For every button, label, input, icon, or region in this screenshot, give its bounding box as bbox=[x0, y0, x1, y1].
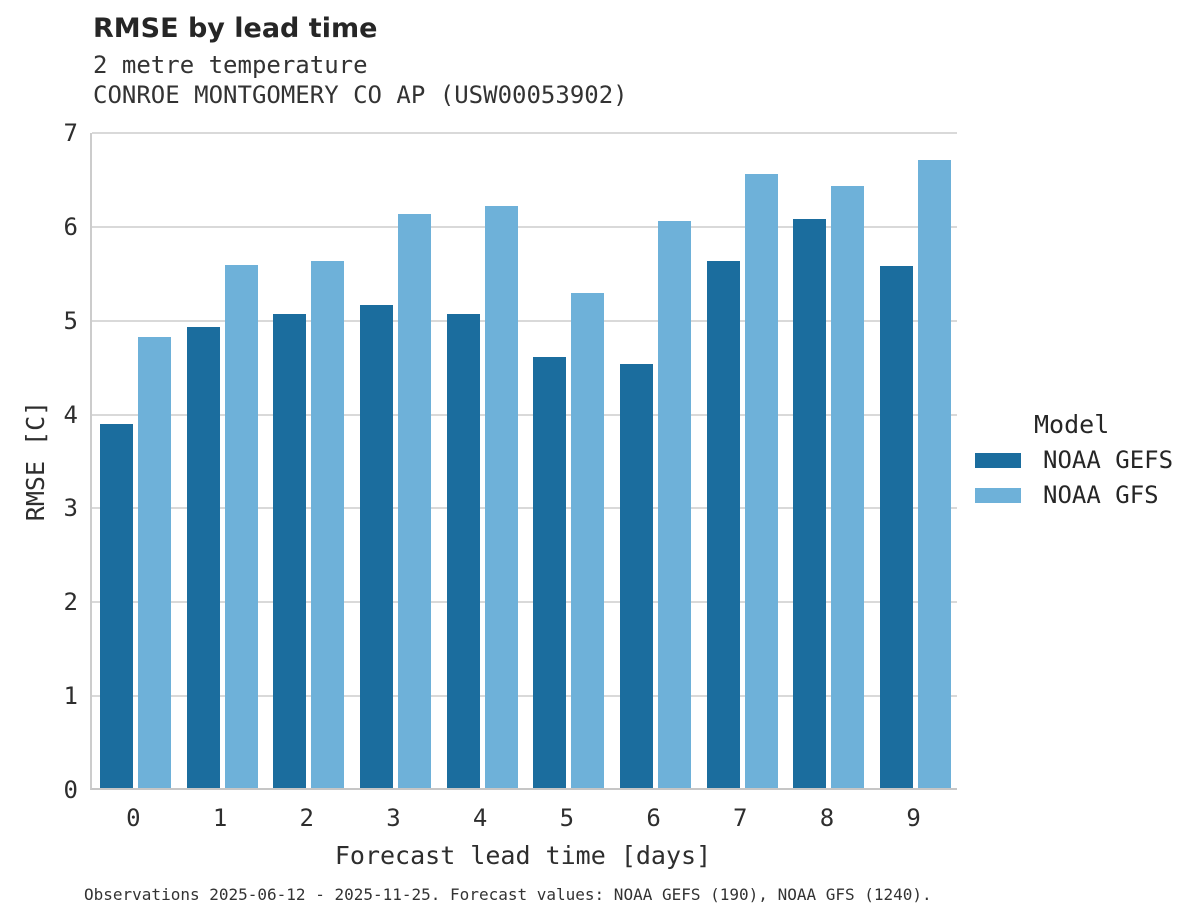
legend-item-noaa-gfs: NOAA GFS bbox=[975, 480, 1159, 510]
gridline-y-5 bbox=[92, 319, 957, 322]
bar-noaa-gefs-lead-4 bbox=[446, 314, 480, 788]
bar-noaa-gfs-lead-1 bbox=[224, 265, 258, 788]
y-tick-label-2: 2 bbox=[63, 588, 78, 617]
chart-title: RMSE by lead time bbox=[93, 13, 378, 44]
bar-noaa-gefs-lead-9 bbox=[880, 266, 914, 788]
bar-noaa-gefs-lead-8 bbox=[793, 219, 827, 788]
gridline-y-2 bbox=[92, 601, 957, 604]
chart-subtitle: 2 metre temperature bbox=[93, 51, 368, 79]
bar-noaa-gefs-lead-3 bbox=[359, 304, 393, 788]
legend-label-noaa-gfs: NOAA GFS bbox=[1043, 481, 1159, 509]
bar-noaa-gefs-lead-5 bbox=[533, 357, 567, 788]
bar-noaa-gfs-lead-8 bbox=[831, 186, 865, 788]
bar-noaa-gfs-lead-6 bbox=[658, 221, 692, 788]
y-tick-label-0: 0 bbox=[63, 776, 78, 804]
x-tick-label-3: 3 bbox=[386, 804, 401, 832]
y-tick-label-5: 5 bbox=[63, 306, 78, 335]
x-tick-label-6: 6 bbox=[646, 804, 661, 832]
y-tick-label-3: 3 bbox=[63, 494, 78, 523]
bar-noaa-gfs-lead-9 bbox=[918, 160, 952, 788]
gridline-y-7 bbox=[92, 132, 957, 134]
bar-noaa-gfs-lead-2 bbox=[311, 261, 345, 788]
station-name: CONROE MONTGOMERY CO AP (USW00053902) bbox=[93, 81, 628, 109]
bar-noaa-gfs-lead-7 bbox=[744, 174, 778, 788]
x-tick-label-4: 4 bbox=[472, 804, 488, 832]
y-tick-label-4: 4 bbox=[63, 400, 78, 429]
x-tick-label-7: 7 bbox=[733, 804, 748, 832]
gridline-y-1 bbox=[92, 695, 957, 698]
plot-area bbox=[90, 132, 957, 790]
legend-title: Model bbox=[1034, 410, 1110, 439]
bar-noaa-gfs-lead-3 bbox=[397, 213, 431, 788]
footer-note: Observations 2025-06-12 - 2025-11-25. Fo… bbox=[84, 885, 932, 904]
bar-noaa-gefs-lead-1 bbox=[186, 327, 220, 788]
x-tick-label-8: 8 bbox=[819, 804, 835, 832]
y-tick-label-1: 1 bbox=[63, 682, 78, 711]
y-tick-label-7: 7 bbox=[63, 119, 78, 147]
legend-label-noaa-gefs: NOAA GEFS bbox=[1043, 446, 1174, 474]
gridline-y-3 bbox=[92, 507, 957, 510]
x-tick-label-1: 1 bbox=[212, 804, 228, 832]
bar-noaa-gfs-lead-4 bbox=[484, 206, 518, 788]
bar-noaa-gfs-lead-0 bbox=[137, 336, 171, 788]
x-tick-label-9: 9 bbox=[906, 804, 921, 832]
x-tick-label-5: 5 bbox=[559, 804, 575, 832]
bar-noaa-gefs-lead-2 bbox=[273, 314, 307, 788]
y-tick-label-6: 6 bbox=[63, 212, 78, 241]
legend-swatch-noaa-gefs bbox=[975, 452, 1021, 468]
bar-noaa-gefs-lead-6 bbox=[620, 363, 654, 788]
gridline-y-4 bbox=[92, 413, 957, 416]
gridline-y-6 bbox=[92, 225, 957, 228]
x-axis-label: Forecast lead time [days] bbox=[334, 841, 712, 870]
x-tick-label-0: 0 bbox=[126, 804, 141, 832]
bar-noaa-gfs-lead-5 bbox=[571, 293, 605, 788]
bar-noaa-gefs-lead-0 bbox=[99, 423, 133, 788]
x-tick-label-2: 2 bbox=[299, 804, 314, 832]
legend-item-noaa-gefs: NOAA GEFS bbox=[975, 445, 1173, 475]
legend-swatch-noaa-gfs bbox=[975, 487, 1021, 503]
bar-noaa-gefs-lead-7 bbox=[706, 260, 740, 788]
